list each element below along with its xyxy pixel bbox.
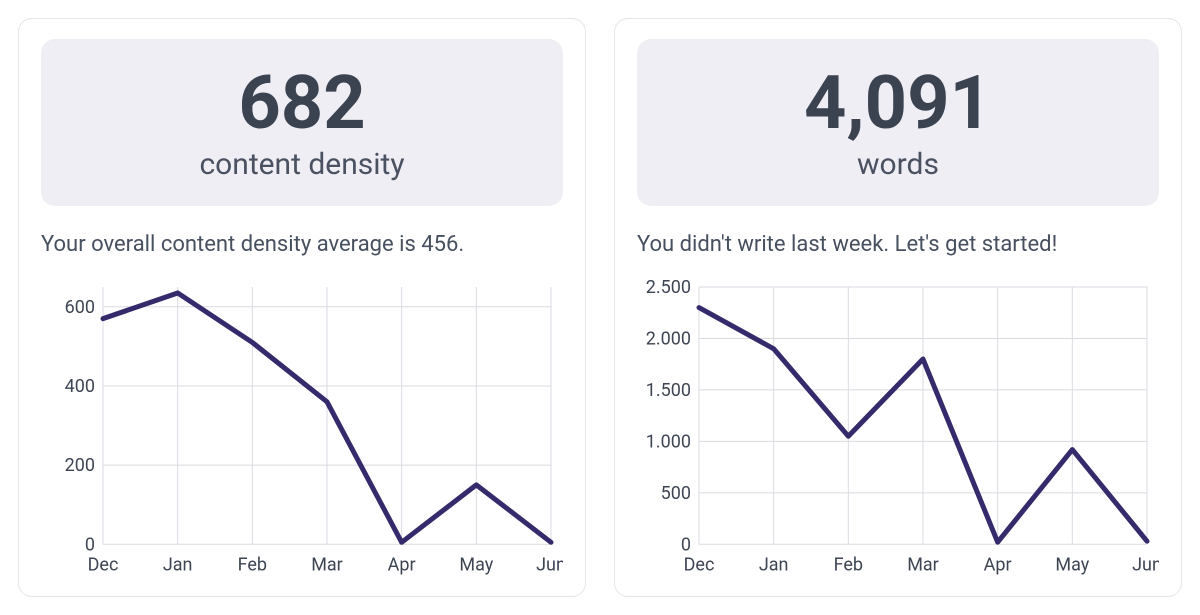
metric-value: 4,091 bbox=[647, 65, 1149, 143]
svg-text:Dec: Dec bbox=[88, 554, 119, 575]
svg-text:2.000: 2.000 bbox=[646, 328, 691, 349]
svg-text:May: May bbox=[1055, 554, 1089, 575]
svg-text:500: 500 bbox=[661, 483, 691, 504]
words-chart: 0 500 1.000 1.500 2.000 2.500 Dec Jan Feb Mar Apr M… bbox=[637, 273, 1159, 578]
svg-text:Mar: Mar bbox=[311, 554, 343, 575]
metric-subtext: You didn't write last week. Let's get st… bbox=[637, 232, 1159, 257]
svg-text:Jan: Jan bbox=[163, 554, 193, 575]
metric-box: 4,091 words bbox=[637, 39, 1159, 206]
svg-text:600: 600 bbox=[65, 296, 95, 317]
svg-text:Mar: Mar bbox=[907, 554, 939, 575]
svg-text:Feb: Feb bbox=[238, 554, 267, 575]
density-chart: 0 200 400 600 Dec Jan Feb Mar Apr May Jun bbox=[41, 273, 563, 578]
metric-subtext: Your overall content density average is … bbox=[41, 232, 563, 257]
svg-text:200: 200 bbox=[65, 455, 95, 476]
metric-card-words: 4,091 words You didn't write last week. … bbox=[614, 18, 1182, 597]
svg-text:400: 400 bbox=[65, 376, 95, 397]
metric-label: content density bbox=[51, 147, 553, 182]
svg-text:Feb: Feb bbox=[834, 554, 863, 575]
svg-text:0: 0 bbox=[85, 534, 95, 555]
metric-card-density: 682 content density Your overall content… bbox=[18, 18, 586, 597]
svg-text:Jan: Jan bbox=[759, 554, 789, 575]
metric-value: 682 bbox=[51, 65, 553, 143]
svg-text:Jun: Jun bbox=[536, 554, 563, 575]
svg-text:Dec: Dec bbox=[684, 554, 715, 575]
svg-text:Jun: Jun bbox=[1132, 554, 1159, 575]
svg-text:2.500: 2.500 bbox=[646, 277, 691, 298]
svg-text:1.000: 1.000 bbox=[646, 431, 691, 452]
svg-text:1.500: 1.500 bbox=[646, 380, 691, 401]
svg-text:Apr: Apr bbox=[984, 554, 1012, 575]
svg-text:0: 0 bbox=[681, 534, 691, 555]
svg-text:Apr: Apr bbox=[388, 554, 416, 575]
svg-text:May: May bbox=[459, 554, 493, 575]
metric-label: words bbox=[647, 147, 1149, 182]
metric-box: 682 content density bbox=[41, 39, 563, 206]
